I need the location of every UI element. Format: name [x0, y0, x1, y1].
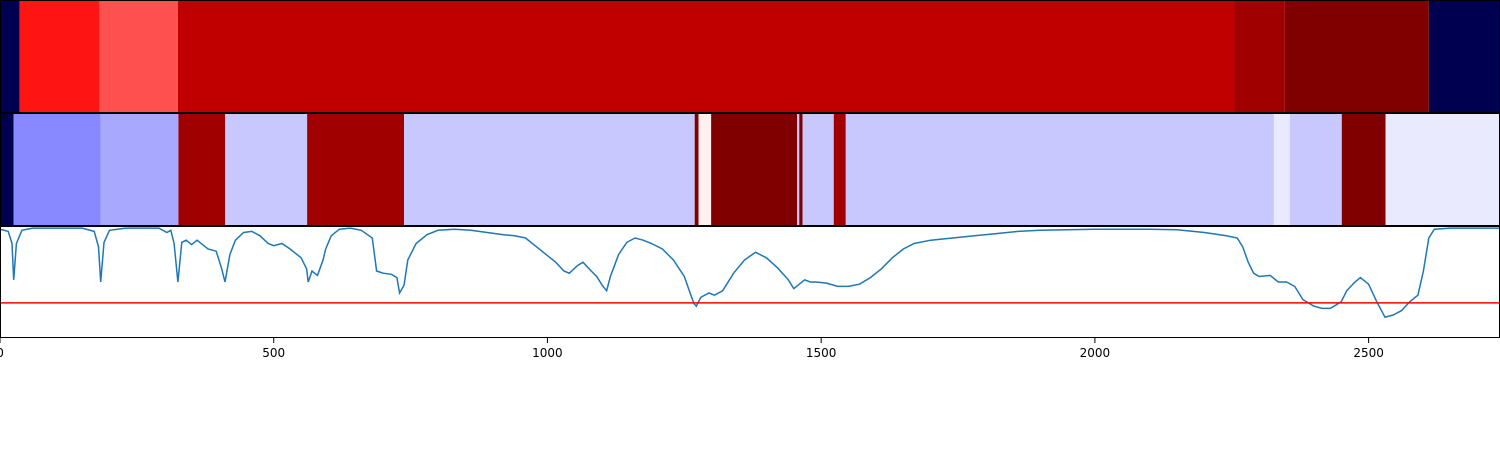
heatmap-segment-1-14: [845, 114, 1274, 225]
heatmap-segment-1-16: [1289, 114, 1342, 225]
heatmap-segment-1-2: [100, 114, 179, 225]
heatmap-segment-0-1: [19, 1, 100, 112]
heatmap-segment-1-5: [307, 114, 405, 225]
heatmap-segment-1-9: [711, 114, 798, 225]
x-tick-label: 2000: [1080, 346, 1111, 360]
heatmap-track-upper: [0, 1, 1500, 112]
heatmap-segment-1-8: [698, 114, 712, 225]
heatmap-segment-1-3: [178, 114, 225, 225]
line-series: [0, 227, 1500, 319]
heatmap-segment-0-6: [1428, 1, 1500, 112]
heatmap-segment-1-10: [797, 114, 800, 225]
heatmap-segment-0-0: [0, 1, 20, 112]
heatmap-segment-0-3: [177, 1, 1235, 112]
x-axis: 0 500 1000 1500 2000 2500: [0, 338, 1384, 360]
heatmap-segment-1-17: [1341, 114, 1386, 225]
heatmap-segment-1-11: [799, 114, 803, 225]
heatmap-segment-1-18: [1385, 114, 1500, 225]
heatmap-segment-0-4: [1234, 1, 1285, 112]
heatmap-segment-1-4: [225, 114, 308, 225]
heatmap-segment-1-7: [694, 114, 699, 225]
x-tick-label: 1000: [532, 346, 563, 360]
x-tick-label: 2500: [1353, 346, 1384, 360]
heatmap-segment-1-0: [0, 114, 14, 225]
heatmap-segment-1-12: [802, 114, 834, 225]
heatmap-segment-0-5: [1284, 1, 1429, 112]
heatmap-track-lower: [0, 114, 1500, 225]
heatmap-segment-1-6: [404, 114, 695, 225]
x-tick-label: 0: [0, 346, 4, 360]
heatmap-segment-1-1: [13, 114, 101, 225]
heatmap-segment-1-15: [1273, 114, 1290, 225]
x-tick-label: 1500: [806, 346, 837, 360]
heatmap-segment-0-2: [99, 1, 178, 112]
x-tick-label: 500: [262, 346, 285, 360]
heatmap-segment-1-13: [833, 114, 846, 225]
line-panel-background: [0, 226, 1500, 338]
